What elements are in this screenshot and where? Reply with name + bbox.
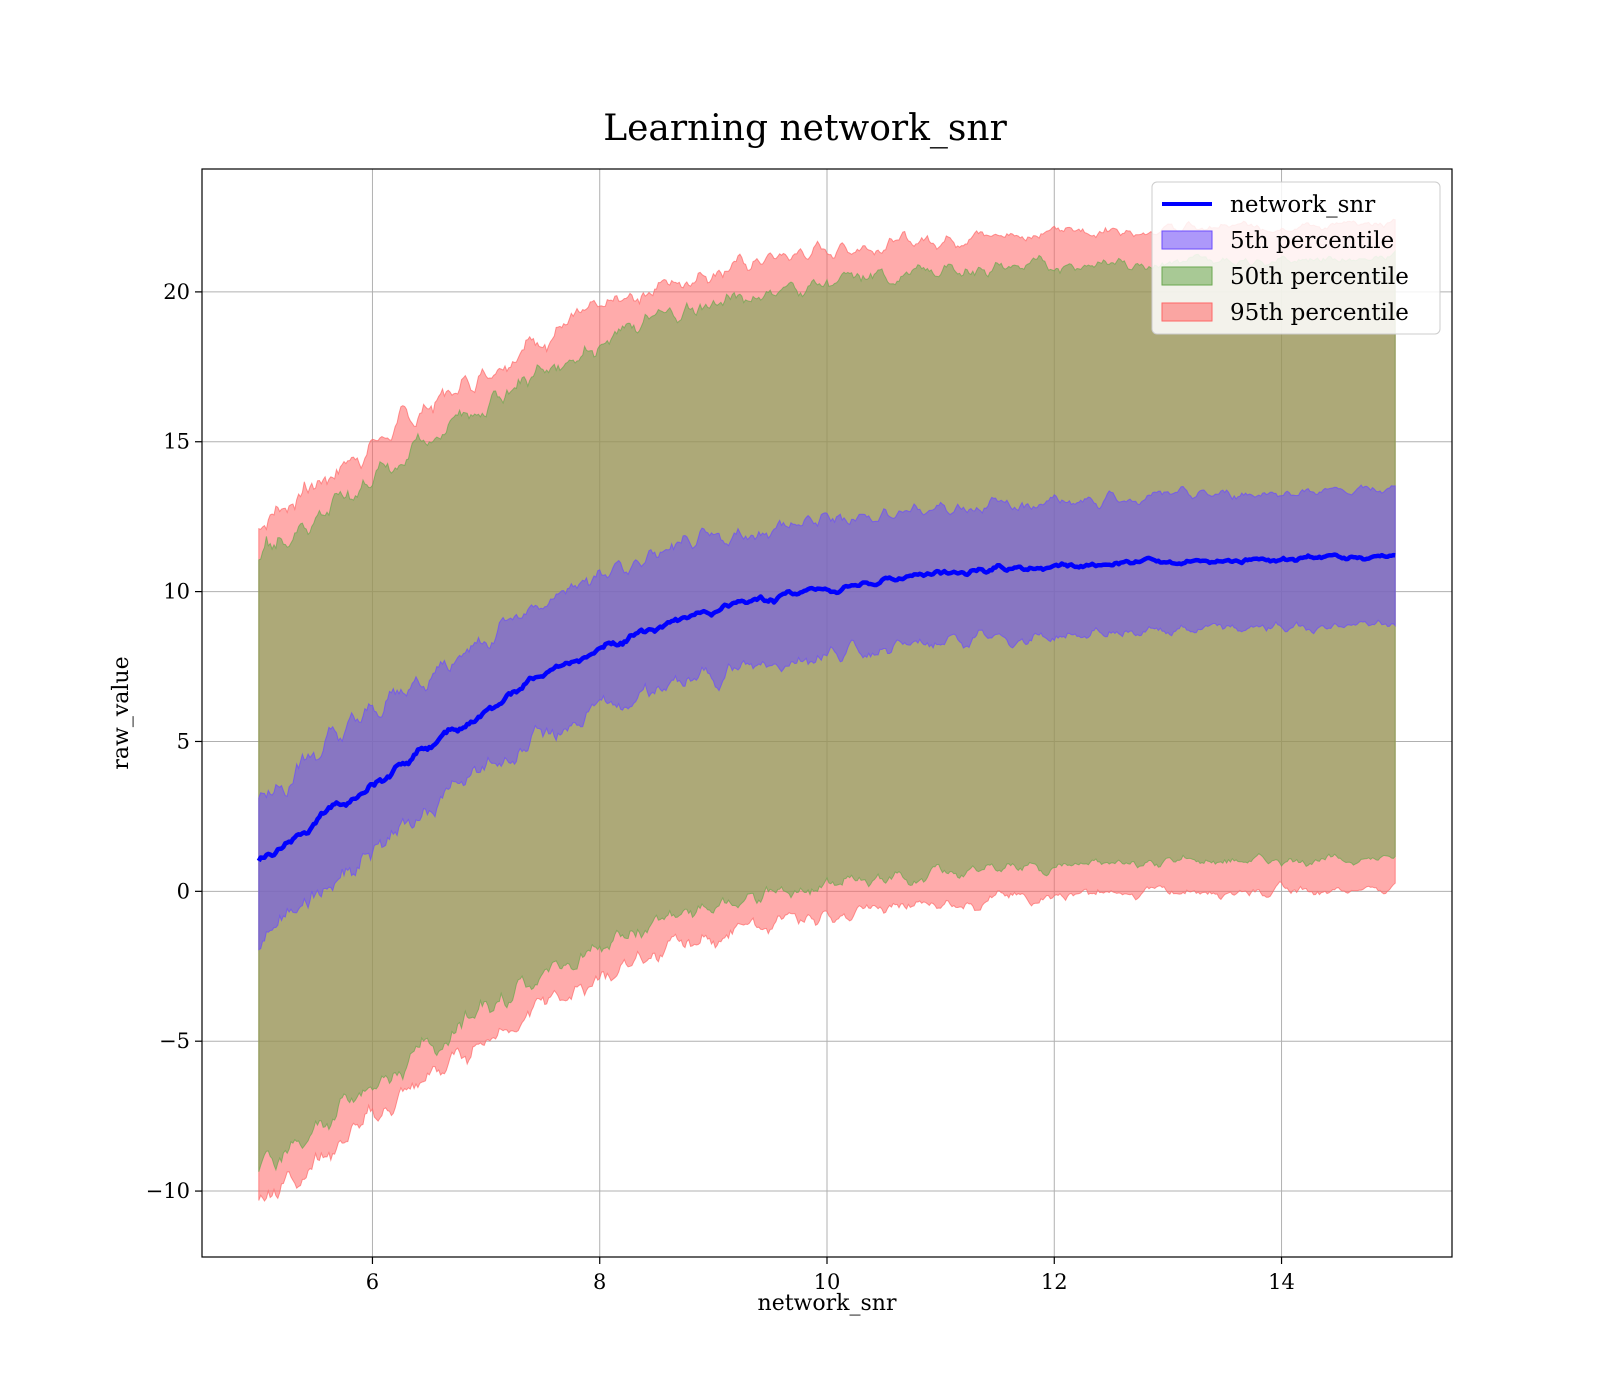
x-tick-label: 14 xyxy=(1268,1270,1295,1294)
y-tick-label: 20 xyxy=(163,280,190,304)
y-tick-label: −10 xyxy=(146,1179,190,1203)
legend-box xyxy=(1151,181,1441,335)
chart-title: Learning network_snr xyxy=(603,108,1007,149)
legend-swatch-50th-percentile xyxy=(1161,266,1213,286)
x-tick-label: 8 xyxy=(593,1270,606,1294)
band-5th-percentile xyxy=(258,484,1396,951)
x-tick-label: 6 xyxy=(366,1270,379,1294)
x-tick-label: 12 xyxy=(1041,1270,1068,1294)
legend-label-network-snr: network_snr xyxy=(1230,192,1375,218)
legend-label-95th-percentile: 95th percentile xyxy=(1230,300,1409,326)
legend-swatch-95th-percentile xyxy=(1161,302,1213,322)
x-axis-label: network_snr xyxy=(758,1291,897,1316)
y-tick-label: 5 xyxy=(177,729,190,753)
legend-label-50th-percentile: 50th percentile xyxy=(1230,264,1409,290)
series-line-network-snr xyxy=(256,552,1396,863)
y-tick-label: 15 xyxy=(163,430,190,454)
band-50th-percentile xyxy=(258,249,1396,1172)
legend-swatch-5th-percentile xyxy=(1161,230,1213,250)
y-tick-label: 0 xyxy=(177,879,190,903)
y-tick-label: 10 xyxy=(163,580,190,604)
legend-label-5th-percentile: 5th percentile xyxy=(1230,228,1394,254)
axis-ticks: 6 8 10 12 14 −10 −5 0 5 10 15 20 xyxy=(146,280,1295,1294)
legend: network_snr 5th percentile 50th percentile… xyxy=(1151,181,1441,335)
series-line-layer xyxy=(256,552,1396,863)
percentile-bands xyxy=(258,218,1396,1202)
y-axis-label: raw_value xyxy=(109,656,134,769)
x-tick-label: 10 xyxy=(814,1270,841,1294)
y-tick-label: −5 xyxy=(159,1029,190,1053)
